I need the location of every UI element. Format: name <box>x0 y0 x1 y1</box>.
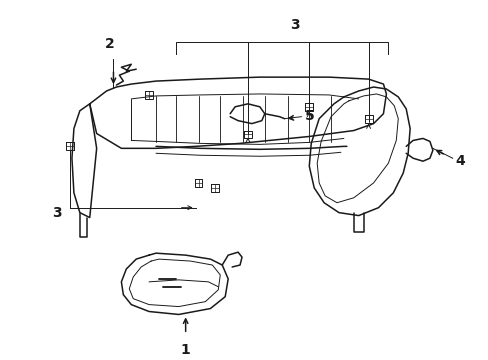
Text: 3: 3 <box>52 206 62 220</box>
Text: 1: 1 <box>181 343 190 357</box>
Text: 3: 3 <box>289 18 299 32</box>
Text: 2: 2 <box>104 37 114 51</box>
Text: 5: 5 <box>305 109 314 123</box>
Text: 4: 4 <box>455 154 465 168</box>
